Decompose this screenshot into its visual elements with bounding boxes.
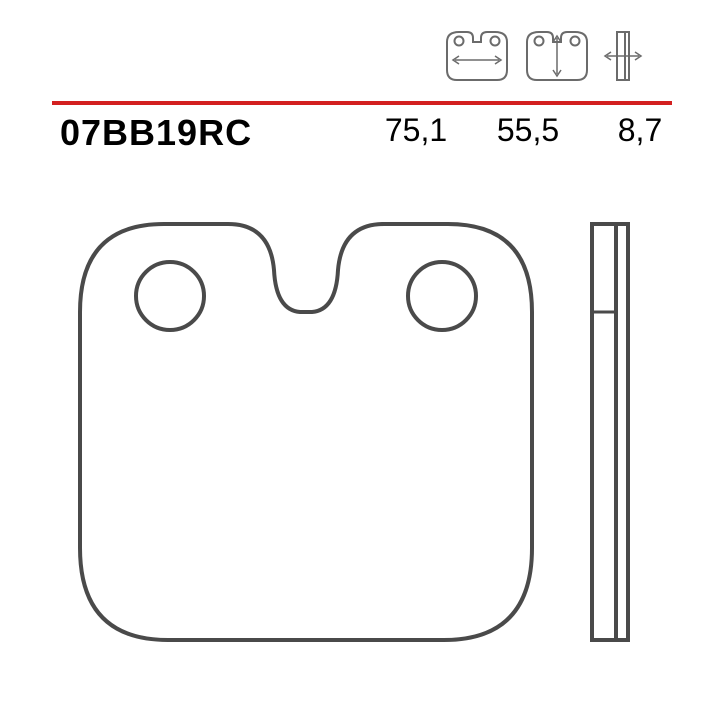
width-icon	[441, 28, 513, 84]
technical-drawing	[60, 200, 660, 660]
accent-divider	[52, 92, 672, 96]
height-icon	[521, 28, 593, 84]
product-spec-card: 07BB19RC 75,1 55,5 8,7	[0, 0, 724, 724]
part-number: 07BB19RC	[60, 112, 252, 154]
width-value: 75,1	[380, 112, 452, 149]
dimension-values: 75,1 55,5 8,7	[380, 112, 676, 149]
pad-front-view	[80, 224, 532, 640]
dimension-legend-icons	[441, 28, 649, 84]
thickness-icon	[601, 28, 649, 84]
pad-side-view	[592, 224, 628, 640]
height-value: 55,5	[492, 112, 564, 149]
thickness-value: 8,7	[604, 112, 676, 149]
